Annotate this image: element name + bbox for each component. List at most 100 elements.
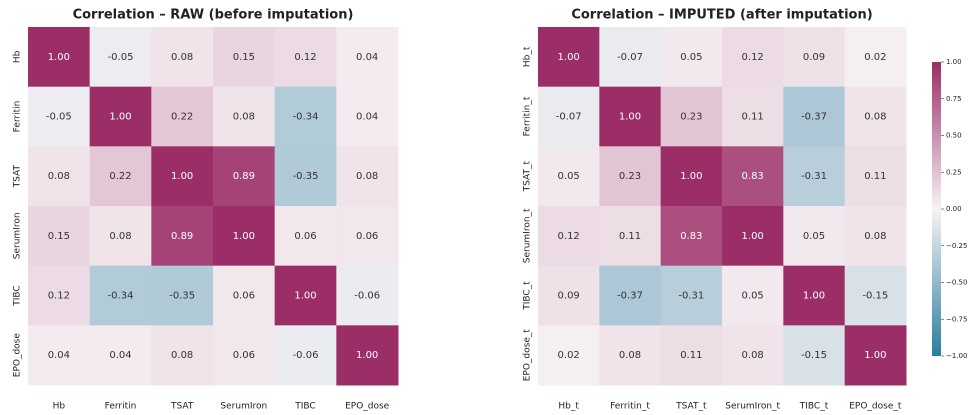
colorbar-tick-label: −0.50	[946, 279, 967, 287]
cell-label: 0.04	[48, 350, 70, 361]
cell-label: 0.11	[680, 350, 702, 361]
cell-label: 0.05	[680, 52, 702, 63]
cell	[660, 206, 723, 267]
cell-label: -0.07	[556, 112, 582, 123]
colorbar-tick-label: 0.50	[946, 132, 962, 140]
colorbar-tick-label: −0.75	[946, 315, 967, 323]
cell-label: -0.31	[801, 171, 827, 182]
cell	[783, 27, 846, 88]
cell	[89, 265, 152, 326]
cell-label: 0.12	[742, 52, 764, 63]
cell	[213, 265, 276, 326]
cell-label: -0.06	[293, 350, 319, 361]
cell-label: 1.00	[294, 291, 316, 302]
cell-label: -0.15	[862, 291, 888, 302]
cell	[213, 206, 276, 267]
cell-label: -0.37	[801, 112, 827, 123]
cell-label: -0.07	[617, 52, 643, 63]
cell-label: 1.00	[742, 231, 764, 242]
cell-label: 0.08	[864, 112, 886, 123]
cell	[599, 206, 662, 267]
cell	[538, 325, 600, 386]
cell-label: 0.12	[558, 231, 580, 242]
y-tick-label: TIBC_t	[523, 281, 533, 311]
cell	[722, 325, 784, 386]
cell	[599, 86, 662, 147]
cell-label: 0.08	[619, 350, 641, 361]
cell-label: 0.02	[864, 52, 886, 63]
cell-label: -0.05	[46, 112, 72, 123]
cell-label: 0.83	[680, 231, 702, 242]
y-tick-label: TSAT_t	[523, 161, 533, 193]
cell	[783, 146, 846, 207]
cell-label: -0.34	[293, 112, 319, 123]
cell-label: 0.06	[294, 231, 316, 242]
cell-label: 0.11	[619, 231, 641, 242]
colorbar-tick-label: 0.00	[946, 205, 962, 213]
cell	[660, 86, 723, 147]
cell-label: 0.06	[233, 291, 255, 302]
cell	[274, 86, 337, 147]
cell-label: 0.02	[558, 350, 580, 361]
cell-label: 0.15	[48, 231, 70, 242]
cell	[28, 27, 91, 88]
cell-label: 1.00	[171, 171, 193, 182]
cell-label: 0.08	[48, 171, 70, 182]
cell	[722, 146, 784, 207]
cell	[538, 27, 600, 88]
cell	[844, 206, 907, 267]
cell-label: 1.00	[233, 231, 255, 242]
chart-title: Correlation – IMPUTED (after imputation)	[571, 8, 872, 23]
x-tick-label: Ferritin_t	[610, 402, 650, 412]
x-tick-label: EPO_dose_t	[849, 402, 902, 412]
colorbar	[932, 62, 941, 356]
cell	[89, 86, 152, 147]
cell-label: 0.12	[294, 52, 316, 63]
cell-label: 0.05	[558, 171, 580, 182]
cell	[660, 265, 723, 326]
cell-label: 1.00	[619, 112, 641, 123]
x-tick-label: Hb_t	[558, 402, 579, 412]
cell	[783, 325, 846, 386]
cell	[274, 265, 337, 326]
cell	[599, 265, 662, 326]
cell-label: 0.11	[864, 171, 886, 182]
cell	[844, 265, 907, 326]
cell	[336, 325, 399, 386]
cell-label: 0.23	[619, 171, 641, 182]
cell-label: 0.89	[171, 231, 193, 242]
cell	[844, 325, 907, 386]
cell-label: 0.89	[233, 171, 255, 182]
cell-label: 0.09	[558, 291, 580, 302]
cell-label: 0.11	[742, 112, 764, 123]
cell-label: 1.00	[680, 171, 702, 182]
cell	[274, 325, 337, 386]
cell-label: 0.08	[742, 350, 764, 361]
cell-label: -0.15	[801, 350, 827, 361]
cell	[538, 206, 600, 267]
cell-label: 0.04	[109, 350, 131, 361]
x-tick-label: EPO_dose	[345, 402, 390, 412]
cell	[783, 206, 846, 267]
y-tick-label: Hb_t	[523, 46, 533, 67]
colorbar-tick-label: 0.75	[946, 95, 962, 103]
cell-label: 1.00	[356, 350, 378, 361]
cell-label: 0.15	[233, 52, 255, 63]
x-tick-label: SerumIron_t	[725, 402, 780, 412]
colorbar-tick-label: 0.25	[946, 168, 962, 176]
colorbar-tick-label: −0.25	[946, 242, 967, 250]
cell	[28, 146, 91, 207]
colorbar-tick-label: 1.00	[946, 58, 962, 66]
y-tick-label: TIBC	[13, 285, 23, 306]
cell	[599, 27, 662, 88]
cell	[336, 206, 399, 267]
cell	[274, 146, 337, 207]
cell	[274, 27, 337, 88]
cell-label: -0.31	[678, 291, 704, 302]
cell	[722, 265, 784, 326]
x-tick-label: Ferritin	[105, 402, 137, 412]
cell	[89, 325, 152, 386]
cell	[844, 27, 907, 88]
cell-label: 0.04	[356, 112, 378, 123]
